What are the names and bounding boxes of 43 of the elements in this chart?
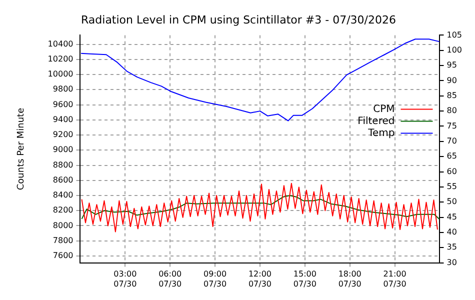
legend-label: Temp — [367, 128, 395, 139]
y2-tick-label: 75 — [446, 121, 457, 130]
y-tick-label: 10400 — [48, 39, 74, 48]
y-tick-label: 9000 — [52, 145, 74, 154]
y2-tick-label: 60 — [446, 166, 457, 176]
y-tick-label: 9800 — [52, 84, 74, 94]
x-tick-label: 18:00 07/30 — [338, 270, 362, 288]
y2-tick-label: 95 — [446, 60, 457, 70]
y-tick-label: 9400 — [52, 114, 74, 124]
y-tick-label: 8800 — [52, 160, 74, 170]
y-tick-label: 8400 — [52, 190, 74, 200]
y2-tick-label: 35 — [446, 242, 457, 252]
y-tick-label: 8600 — [52, 175, 74, 184]
y-tick-label: 8200 — [52, 206, 74, 215]
y-axis-title: Counts Per Minute — [16, 107, 27, 190]
legend-label: Filtered — [358, 116, 395, 127]
x-tick-label: 15:00 07/30 — [293, 270, 316, 288]
y2-tick-label: 40 — [446, 228, 457, 237]
y-tick-label: 7800 — [52, 236, 74, 245]
y2-tick-label: 55 — [446, 182, 457, 192]
y-tick-label: 7600 — [52, 251, 74, 260]
legend-label: CPM — [373, 104, 395, 115]
chart-title: Radiation Level in CPM using Scintillator #3 - 07/30/2026 — [81, 13, 396, 26]
y2-tick-label: 90 — [446, 76, 457, 85]
y2-tick-label: 45 — [446, 212, 457, 222]
y-tick-label: 10000 — [48, 70, 74, 79]
y-tick-label: 9200 — [52, 130, 74, 140]
y2-tick-label: 30 — [446, 258, 457, 267]
x-tick-label: 09:00 07/30 — [204, 270, 227, 288]
y2-tick-label: 50 — [446, 197, 457, 206]
x-tick-label: 12:00 07/30 — [248, 270, 272, 288]
x-tick-label: 21:00 07/30 — [383, 270, 406, 288]
y-tick-label: 9600 — [52, 100, 74, 109]
y2-tick-label: 100 — [446, 45, 462, 54]
x-tick-label: 03:00 07/30 — [114, 270, 137, 288]
y2-tick-label: 80 — [446, 106, 457, 116]
y2-tick-label: 70 — [446, 136, 457, 146]
y2-tick-label: 65 — [446, 152, 457, 161]
y2-tick-label: 105 — [446, 30, 462, 40]
y-tick-label: 8000 — [52, 220, 74, 230]
x-tick-label: 06:00 07/30 — [158, 270, 182, 288]
y-tick-label: 10200 — [48, 54, 74, 64]
y2-tick-label: 85 — [446, 90, 457, 100]
